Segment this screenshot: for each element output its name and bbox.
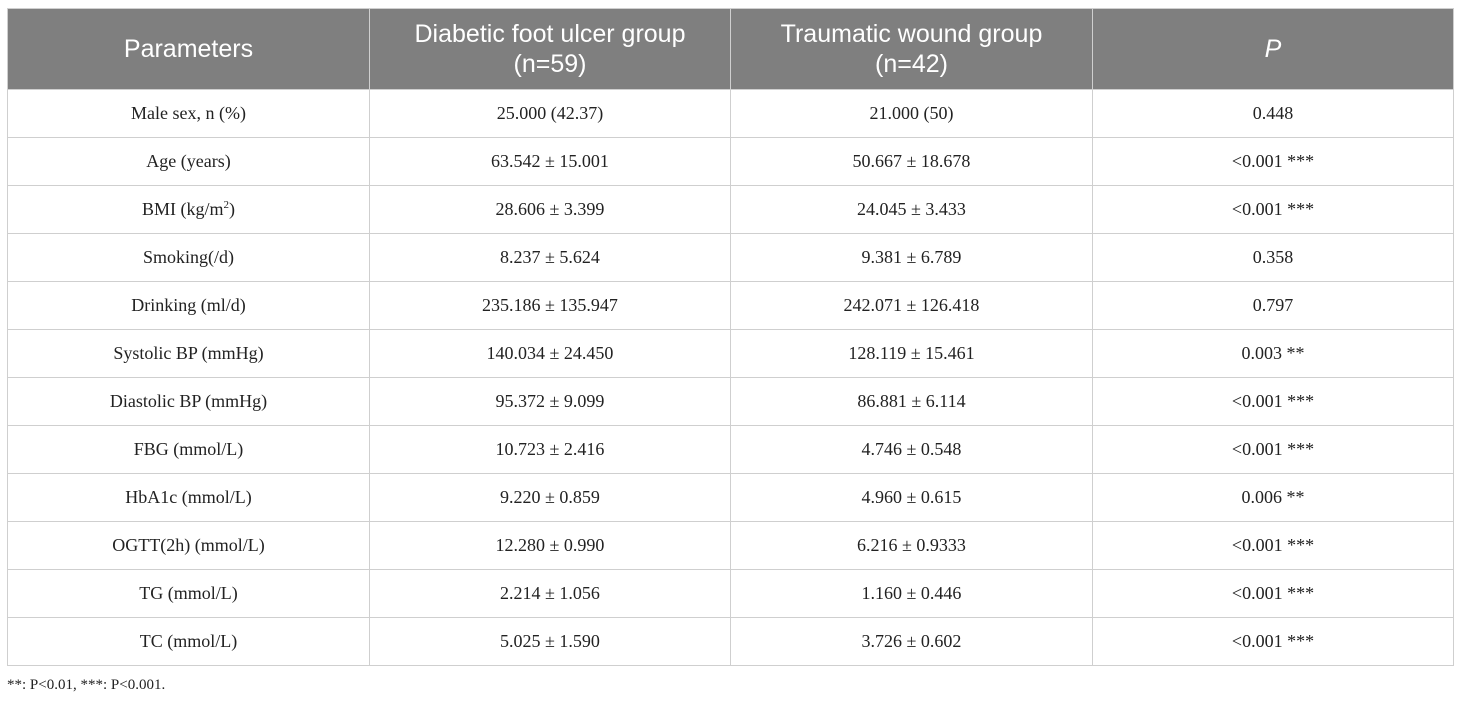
cell-p: <0.001 *** [1092, 521, 1454, 570]
cell-p: 0.797 [1092, 281, 1454, 330]
cell-p: <0.001 *** [1092, 377, 1454, 426]
header-p-value: P [1092, 8, 1454, 90]
cell-dfu: 28.606 ± 3.399 [369, 185, 731, 234]
cell-parameter: HbA1c (mmol/L) [7, 473, 370, 522]
table-row: BMI (kg/m2) 28.606 ± 3.399 24.045 ± 3.43… [7, 185, 1454, 234]
cell-tw: 24.045 ± 3.433 [730, 185, 1093, 234]
cell-parameter: Male sex, n (%) [7, 89, 370, 138]
cell-p: <0.001 *** [1092, 425, 1454, 474]
cell-dfu: 63.542 ± 15.001 [369, 137, 731, 186]
cell-dfu: 25.000 (42.37) [369, 89, 731, 138]
cell-dfu: 9.220 ± 0.859 [369, 473, 731, 522]
cell-p: 0.003 ** [1092, 329, 1454, 378]
table-row: Drinking (ml/d) 235.186 ± 135.947 242.07… [7, 281, 1454, 330]
param-text-end: ) [229, 199, 235, 219]
table-row: HbA1c (mmol/L) 9.220 ± 0.859 4.960 ± 0.6… [7, 473, 1454, 522]
cell-dfu: 8.237 ± 5.624 [369, 233, 731, 282]
cell-p: 0.448 [1092, 89, 1454, 138]
cell-tw: 4.746 ± 0.548 [730, 425, 1093, 474]
cell-parameter: Systolic BP (mmHg) [7, 329, 370, 378]
cell-parameter: Age (years) [7, 137, 370, 186]
cell-tw: 4.960 ± 0.615 [730, 473, 1093, 522]
cell-parameter: BMI (kg/m2) [7, 185, 370, 234]
cell-tw: 1.160 ± 0.446 [730, 569, 1093, 618]
cell-tw: 128.119 ± 15.461 [730, 329, 1093, 378]
cell-dfu: 2.214 ± 1.056 [369, 569, 731, 618]
cell-parameter: OGTT(2h) (mmol/L) [7, 521, 370, 570]
cell-p: <0.001 *** [1092, 185, 1454, 234]
cell-dfu: 10.723 ± 2.416 [369, 425, 731, 474]
cell-p: 0.006 ** [1092, 473, 1454, 522]
table-row: Age (years) 63.542 ± 15.001 50.667 ± 18.… [7, 137, 1454, 186]
cell-tw: 6.216 ± 0.9333 [730, 521, 1093, 570]
table-row: Male sex, n (%) 25.000 (42.37) 21.000 (5… [7, 89, 1454, 138]
cell-parameter: Diastolic BP (mmHg) [7, 377, 370, 426]
cell-parameter: Smoking(/d) [7, 233, 370, 282]
table-row: FBG (mmol/L) 10.723 ± 2.416 4.746 ± 0.54… [7, 425, 1454, 474]
cell-tw: 86.881 ± 6.114 [730, 377, 1093, 426]
header-diabetic-foot-ulcer-group: Diabetic foot ulcer group (n=59) [369, 8, 731, 90]
cell-dfu: 140.034 ± 24.450 [369, 329, 731, 378]
cell-dfu: 95.372 ± 9.099 [369, 377, 731, 426]
cell-tw: 3.726 ± 0.602 [730, 617, 1093, 666]
cell-tw: 9.381 ± 6.789 [730, 233, 1093, 282]
data-table: Parameters Diabetic foot ulcer group (n=… [7, 8, 1454, 666]
header-parameters: Parameters [7, 8, 370, 90]
cell-dfu: 12.280 ± 0.990 [369, 521, 731, 570]
header-traumatic-wound-group: Traumatic wound group (n=42) [730, 8, 1093, 90]
table-footnote: **: P<0.01, ***: P<0.001. [7, 677, 166, 693]
table-row: TG (mmol/L) 2.214 ± 1.056 1.160 ± 0.446 … [7, 569, 1454, 618]
table-row: Smoking(/d) 8.237 ± 5.624 9.381 ± 6.789 … [7, 233, 1454, 282]
cell-parameter: Drinking (ml/d) [7, 281, 370, 330]
header-row: Parameters Diabetic foot ulcer group (n=… [7, 8, 1454, 90]
param-superscript: 2 [223, 199, 230, 211]
table-row: Systolic BP (mmHg) 140.034 ± 24.450 128.… [7, 329, 1454, 378]
table-row: TC (mmol/L) 5.025 ± 1.590 3.726 ± 0.602 … [7, 617, 1454, 666]
cell-tw: 242.071 ± 126.418 [730, 281, 1093, 330]
cell-parameter: TC (mmol/L) [7, 617, 370, 666]
cell-dfu: 5.025 ± 1.590 [369, 617, 731, 666]
cell-tw: 50.667 ± 18.678 [730, 137, 1093, 186]
table-row: OGTT(2h) (mmol/L) 12.280 ± 0.990 6.216 ±… [7, 521, 1454, 570]
param-text: BMI (kg/m [141, 199, 224, 219]
table-row: Diastolic BP (mmHg) 95.372 ± 9.099 86.88… [7, 377, 1454, 426]
cell-p: <0.001 *** [1092, 137, 1454, 186]
cell-p: <0.001 *** [1092, 617, 1454, 666]
cell-tw: 21.000 (50) [730, 89, 1093, 138]
cell-parameter: FBG (mmol/L) [7, 425, 370, 474]
cell-p: <0.001 *** [1092, 569, 1454, 618]
cell-dfu: 235.186 ± 135.947 [369, 281, 731, 330]
cell-p: 0.358 [1092, 233, 1454, 282]
cell-parameter: TG (mmol/L) [7, 569, 370, 618]
